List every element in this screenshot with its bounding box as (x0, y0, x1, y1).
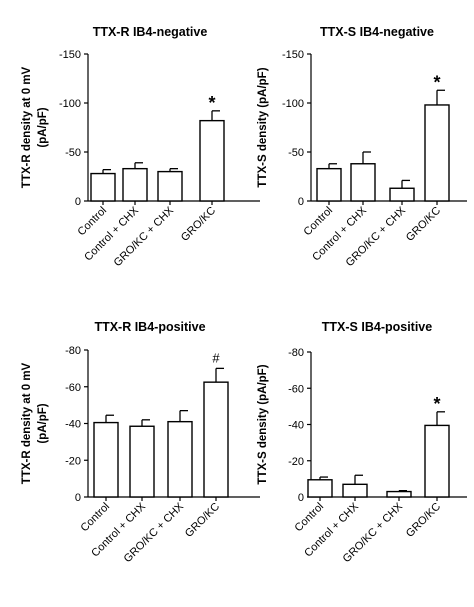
y-tick-label: -100 (282, 98, 304, 110)
y-tick-label: 0 (75, 196, 81, 208)
y-axis-label: TTX-S density (pA/pF) (257, 364, 269, 484)
chart-title: TTX-S IB4-negative (320, 25, 434, 39)
bar-gro-kc-chx (167, 420, 193, 498)
x-category-label: Control (302, 205, 336, 239)
y-tick-label: -40 (65, 419, 81, 431)
significance-marker: # (212, 350, 220, 365)
y-axis-label: TTX-R density at 0 mV (21, 362, 33, 484)
y-tick-label: -100 (59, 98, 81, 110)
y-axis-label: TTX-R density at 0 mV (21, 66, 33, 188)
chart-panel-3: TTX-R IB4-positive TTX-R density at 0 mV (… (21, 320, 260, 565)
bar-gro-kc (199, 119, 225, 202)
significance-marker: * (433, 394, 440, 414)
chart-title: TTX-S IB4-positive (322, 320, 432, 334)
bar-gro-kc-chx (386, 490, 412, 498)
x-category-label: GRO/KC (404, 501, 443, 540)
y-axis-label: (pA/pF) (37, 107, 49, 147)
x-category-label: GRO/KC (179, 205, 218, 244)
y-tick-label: 0 (75, 492, 81, 504)
chart-panel-2: TTX-S IB4-negative TTX-S density (pA/pF) 0… (257, 25, 467, 269)
y-tick-label: -40 (288, 420, 304, 432)
y-axis-label: TTX-S density (pA/pF) (257, 67, 269, 187)
x-category-label: Control (293, 501, 327, 535)
x-category-label: GRO/KC (183, 501, 222, 540)
bar-gro-kc (203, 381, 229, 498)
bar-gro-kc (424, 104, 450, 202)
chart-title: TTX-R IB4-positive (94, 320, 205, 334)
y-tick-label: 0 (298, 492, 304, 504)
y-tick-label: -60 (65, 382, 81, 394)
chart-panel-1: TTX-R IB4-negative TTX-R density at 0 mV (… (21, 25, 260, 269)
y-tick-label: -150 (59, 49, 81, 61)
y-tick-label: -80 (288, 347, 304, 359)
significance-marker: * (433, 72, 440, 92)
bar-control-chx (129, 425, 155, 498)
bar-gro-kc (424, 424, 450, 498)
bar-control-chx (342, 483, 368, 498)
bar-control (316, 167, 342, 202)
y-tick-label: -50 (288, 147, 304, 159)
bar-gro-kc-chx (389, 187, 415, 202)
bar-control (93, 421, 119, 498)
significance-marker: * (208, 93, 215, 113)
bar-control-chx (122, 167, 148, 202)
x-category-label: GRO/KC + CHX (112, 204, 177, 269)
y-tick-label: -60 (288, 383, 304, 395)
bar-control-chx (350, 163, 376, 202)
x-category-label: Control (79, 501, 113, 535)
y-tick-label: -80 (65, 345, 81, 357)
bar-gro-kc-chx (157, 170, 183, 202)
y-tick-label: -50 (65, 147, 81, 159)
chart-title: TTX-R IB4-negative (93, 25, 208, 39)
bar-control (307, 479, 333, 498)
x-category-label: GRO/KC (404, 205, 443, 244)
y-tick-label: -20 (288, 456, 304, 468)
y-axis-label: (pA/pF) (37, 403, 49, 443)
chart-panel-4: TTX-S IB4-positive TTX-S density (pA/pF) 0… (257, 320, 467, 565)
bar-control (90, 172, 116, 202)
y-tick-label: -150 (282, 49, 304, 61)
y-tick-label: -20 (65, 455, 81, 467)
y-tick-label: 0 (298, 196, 304, 208)
